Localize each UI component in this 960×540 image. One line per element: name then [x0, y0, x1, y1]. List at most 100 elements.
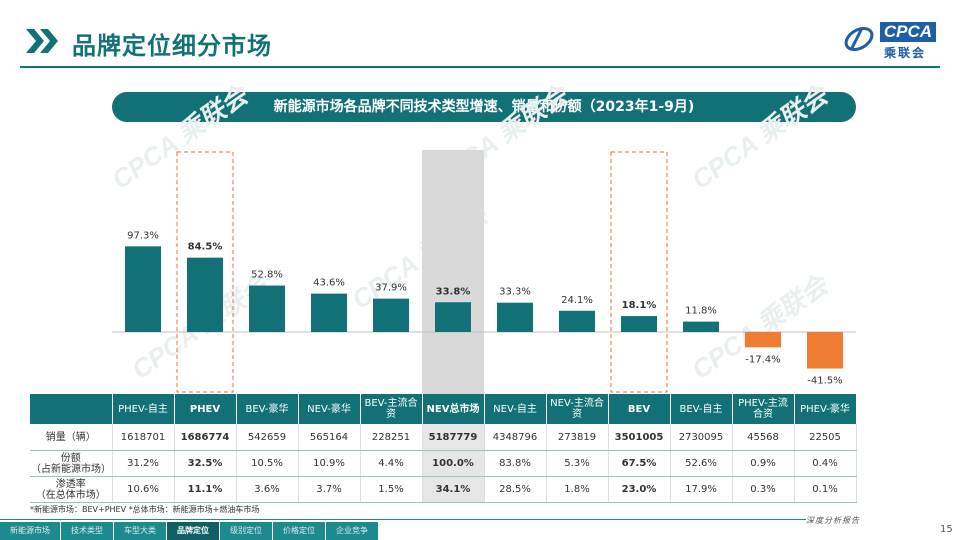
table-cell: 4348796 [484, 424, 547, 451]
bar-value-label: 37.9% [375, 283, 407, 294]
page-title: 品牌定位细分市场 [72, 32, 272, 60]
sales-share-table: PHEV-自主 PHEV BEV-豪华 NEV-豪华 BEV-主流合资 NEV总市场 NEV… [30, 394, 857, 503]
table-cell: 67.5% [608, 450, 671, 477]
table-cell: 1618701 [112, 424, 175, 451]
table-cell: 11.1% [174, 476, 237, 503]
table-header-cell: BEV [608, 394, 671, 424]
section-nav: 新能源市场 技术类型 车型大类 品牌定位 级别定位 价格定位 企业竞争 [0, 522, 379, 540]
table-cell: 542659 [236, 424, 299, 451]
table-cell: 32.5% [174, 450, 237, 477]
bar-value-label: -41.5% [807, 376, 842, 387]
table-cell: 228251 [360, 424, 423, 451]
bar-value-label: 43.6% [313, 278, 345, 289]
bar [745, 332, 781, 348]
table-header-cell: PHEV [174, 394, 237, 424]
table-cell: 3.6% [236, 476, 299, 503]
table-cell: 83.8% [484, 450, 547, 477]
table-row-label: 渗透率 （在总体市场） [30, 476, 113, 503]
watermark-text: CPCA 乘联会 [686, 77, 836, 194]
table-cell: 0.4% [794, 450, 857, 477]
bar-value-label: -17.4% [745, 354, 780, 365]
bar [621, 316, 657, 332]
table-header-cell: NEV-豪华 [298, 394, 361, 424]
bar [497, 302, 533, 332]
footer-report-label: 深度分析报告 [806, 516, 860, 525]
table-header-cell: PHEV-主流合资 [732, 394, 795, 424]
table-header-cell: NEV-主流合资 [546, 394, 609, 424]
table-row: 份额 （占新能源市场） 31.2% 32.5% 10.5% 10.9% 4.4% 100.0%… [30, 450, 857, 477]
watermark-text: CPCA 乘联会 [106, 77, 256, 194]
table-cell: 1.5% [360, 476, 423, 503]
table-cell: 52.6% [670, 450, 733, 477]
table-cell: 45568 [732, 424, 795, 451]
nav-item[interactable]: 新能源市场 [0, 522, 61, 540]
table-cell: 10.6% [112, 476, 175, 503]
table-header-cell: BEV-主流合资 [360, 394, 423, 424]
table-cell: 5187779 [422, 424, 485, 451]
table-cell: 3501005 [608, 424, 671, 451]
cpca-logo-cn: 乘联会 [884, 46, 927, 60]
nav-item[interactable]: 企业竞争 [326, 522, 379, 540]
bar-value-label: 18.1% [622, 300, 657, 311]
bar-value-label: 84.5% [188, 242, 223, 253]
table-cell: 2730095 [670, 424, 733, 451]
table-corner-cell [30, 394, 113, 424]
table-cell: 0.1% [794, 476, 857, 503]
table-cell: 1.8% [546, 476, 609, 503]
bar [125, 246, 161, 332]
table-cell: 10.5% [236, 450, 299, 477]
table-header-cell: NEV总市场 [422, 394, 485, 424]
bar-value-label: 11.8% [685, 306, 717, 317]
table-header-cell: PHEV-豪华 [794, 394, 857, 424]
table-cell: 5.3% [546, 450, 609, 477]
table-header-cell: PHEV-自主 [112, 394, 175, 424]
bar [559, 310, 595, 332]
double-chevron-icon [26, 29, 58, 53]
cpca-swirl-icon [844, 27, 874, 51]
bar [373, 298, 409, 332]
table-cell: 100.0% [422, 450, 485, 477]
nav-item[interactable]: 价格定位 [273, 522, 326, 540]
bar-value-label: 97.3% [127, 230, 159, 241]
highlight-box [610, 151, 668, 393]
bar-value-label: 24.1% [561, 295, 593, 306]
bar [683, 321, 719, 332]
table-cell: 1686774 [174, 424, 237, 451]
table-cell: 23.0% [608, 476, 671, 503]
bar-value-label: 33.8% [436, 286, 471, 297]
table-row-label: 份额 （占新能源市场） [30, 450, 113, 477]
table-cell: 34.1% [422, 476, 485, 503]
footer-divider [0, 519, 806, 520]
table-cell: 0.3% [732, 476, 795, 503]
shaded-column-bg [422, 150, 484, 394]
table-row: 渗透率 （在总体市场） 10.6% 11.1% 3.6% 3.7% 1.5% 34.1% 28.… [30, 476, 857, 503]
table-cell: 0.9% [732, 450, 795, 477]
table-cell: 10.9% [298, 450, 361, 477]
nav-item[interactable]: 技术类型 [61, 522, 114, 540]
nav-item[interactable]: 品牌定位 [167, 522, 220, 540]
bar-value-label: 33.3% [499, 287, 531, 298]
bar [249, 285, 285, 332]
table-header-cell: BEV-自主 [670, 394, 733, 424]
bar [311, 293, 347, 332]
bar [807, 332, 843, 369]
highlight-box [176, 151, 234, 393]
table-cell: 4.4% [360, 450, 423, 477]
cpca-logo: CPCA 乘联会 [836, 20, 940, 62]
table-row: 销量（辆） 1618701 1686774 542659 565164 228251 518… [30, 424, 857, 451]
cpca-logo-text: CPCA [880, 22, 936, 42]
bar-value-label: 52.8% [251, 270, 283, 281]
nav-item[interactable]: 级别定位 [220, 522, 273, 540]
table-cell: 22505 [794, 424, 857, 451]
table-cell: 17.9% [670, 476, 733, 503]
table-cell: 273819 [546, 424, 609, 451]
nav-item[interactable]: 车型大类 [114, 522, 167, 540]
table-cell: 28.5% [484, 476, 547, 503]
chart-banner-title: 新能源市场各品牌不同技术类型增速、销量和份额（2023年1-9月) [112, 92, 856, 122]
footer-note: *新能源市场：BEV+PHEV *总体市场：新能源市场+燃油车市场 [30, 505, 260, 514]
table-row-label: 销量（辆） [30, 424, 113, 451]
bar [187, 257, 223, 332]
bar [435, 302, 471, 332]
table-cell: 3.7% [298, 476, 361, 503]
